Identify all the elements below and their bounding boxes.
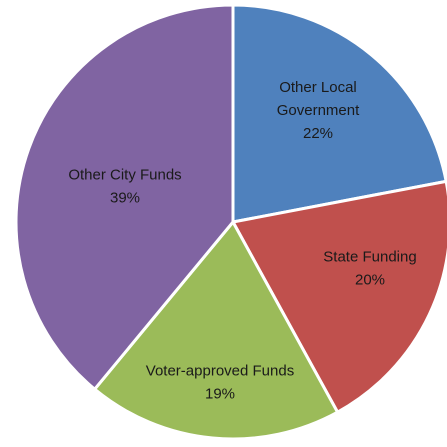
pie-slice-4: [14, 3, 235, 391]
pie-slice-percent: 20%: [355, 272, 385, 289]
pie-slice-label-4: Other City Funds 39%: [68, 167, 181, 207]
pie-labels: Other Local Government 22% State Funding 20%…: [68, 79, 416, 403]
pie-slice-percent: 19%: [205, 386, 235, 403]
pie-slice-3: [93, 220, 340, 441]
pie-slice-label-1: Other Local Government 22%: [277, 79, 360, 142]
pie-slice-category: State Funding: [323, 249, 416, 266]
pie-slice-category: Other Local: [279, 79, 357, 96]
pie-slice-category: Other City Funds: [68, 167, 181, 184]
pie-slice-label-2: State Funding 20%: [323, 249, 416, 289]
pie-slice-percent: 22%: [303, 125, 333, 142]
pie-slices: [14, 3, 447, 441]
pie-slice-2: [231, 179, 447, 414]
pie-slice-category: Government: [277, 102, 360, 119]
pie-slice-1: [231, 3, 447, 224]
pie-slice-label-3: Voter-approved Funds 19%: [146, 363, 294, 403]
pie-slice-category: Voter-approved Funds: [146, 363, 294, 380]
pie-slice-percent: 39%: [110, 190, 140, 207]
